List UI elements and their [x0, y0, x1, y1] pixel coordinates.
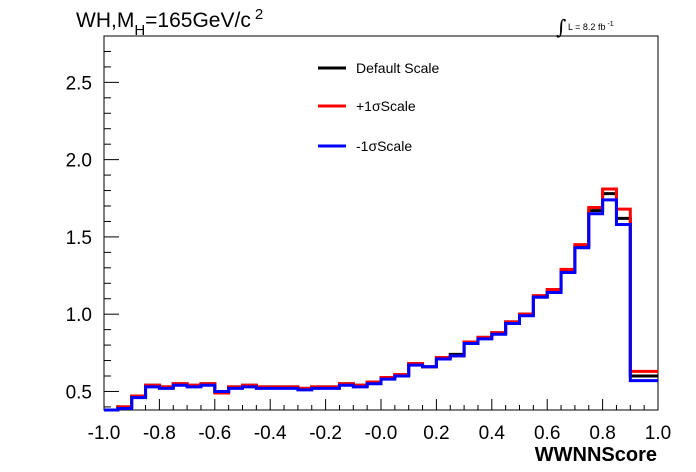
x-tick-label: -1.0 [88, 423, 121, 444]
y-tick-label: 0.5 [66, 382, 92, 403]
x-tick-label: 0.6 [534, 423, 560, 444]
x-tick-label: 1.0 [645, 423, 671, 444]
x-tick-label: -0.2 [309, 423, 342, 444]
luminosity-text: L = 8.2 fb -1 [568, 21, 614, 32]
x-tick-label: 0.8 [589, 423, 615, 444]
luminosity-label: ∫ L = 8.2 fb -1 [556, 15, 614, 39]
chart-title: WH,MH=165GeV/c 2 [76, 6, 263, 39]
x-tick-label: -0.0 [365, 423, 398, 444]
plot-frame [103, 35, 659, 411]
series-line-minus-1sigma-scale [104, 198, 658, 412]
series-layer [104, 187, 658, 412]
legend: Default Scale +1σScale -1σScale [318, 60, 439, 154]
x-tick-label: 0.4 [479, 423, 506, 444]
x-tick-label: 0.2 [423, 423, 449, 444]
legend-label-minus: -1σScale [356, 138, 412, 154]
y-tick-label: 1.0 [66, 305, 92, 326]
x-tick-label: -0.6 [198, 423, 231, 444]
y-tick-label: 2.0 [66, 151, 92, 172]
x-axis-label: WWNNScore [535, 444, 657, 466]
y-tick-label: 2.5 [66, 73, 92, 94]
series-line-plus-1sigma-scale [104, 187, 658, 412]
axes: -1.0 -0.8 -0.6 -0.4 -0.2 -0.0 0.2 0.4 0.6 0.8 1.0 0… [66, 35, 671, 444]
x-tick-label: -0.4 [254, 423, 287, 444]
legend-label-plus: +1σScale [356, 98, 416, 114]
y-tick-label: 1.5 [66, 228, 92, 249]
x-tick-label: -0.8 [143, 423, 176, 444]
integral-symbol: ∫ [556, 15, 566, 39]
legend-label-default: Default Scale [356, 60, 439, 76]
